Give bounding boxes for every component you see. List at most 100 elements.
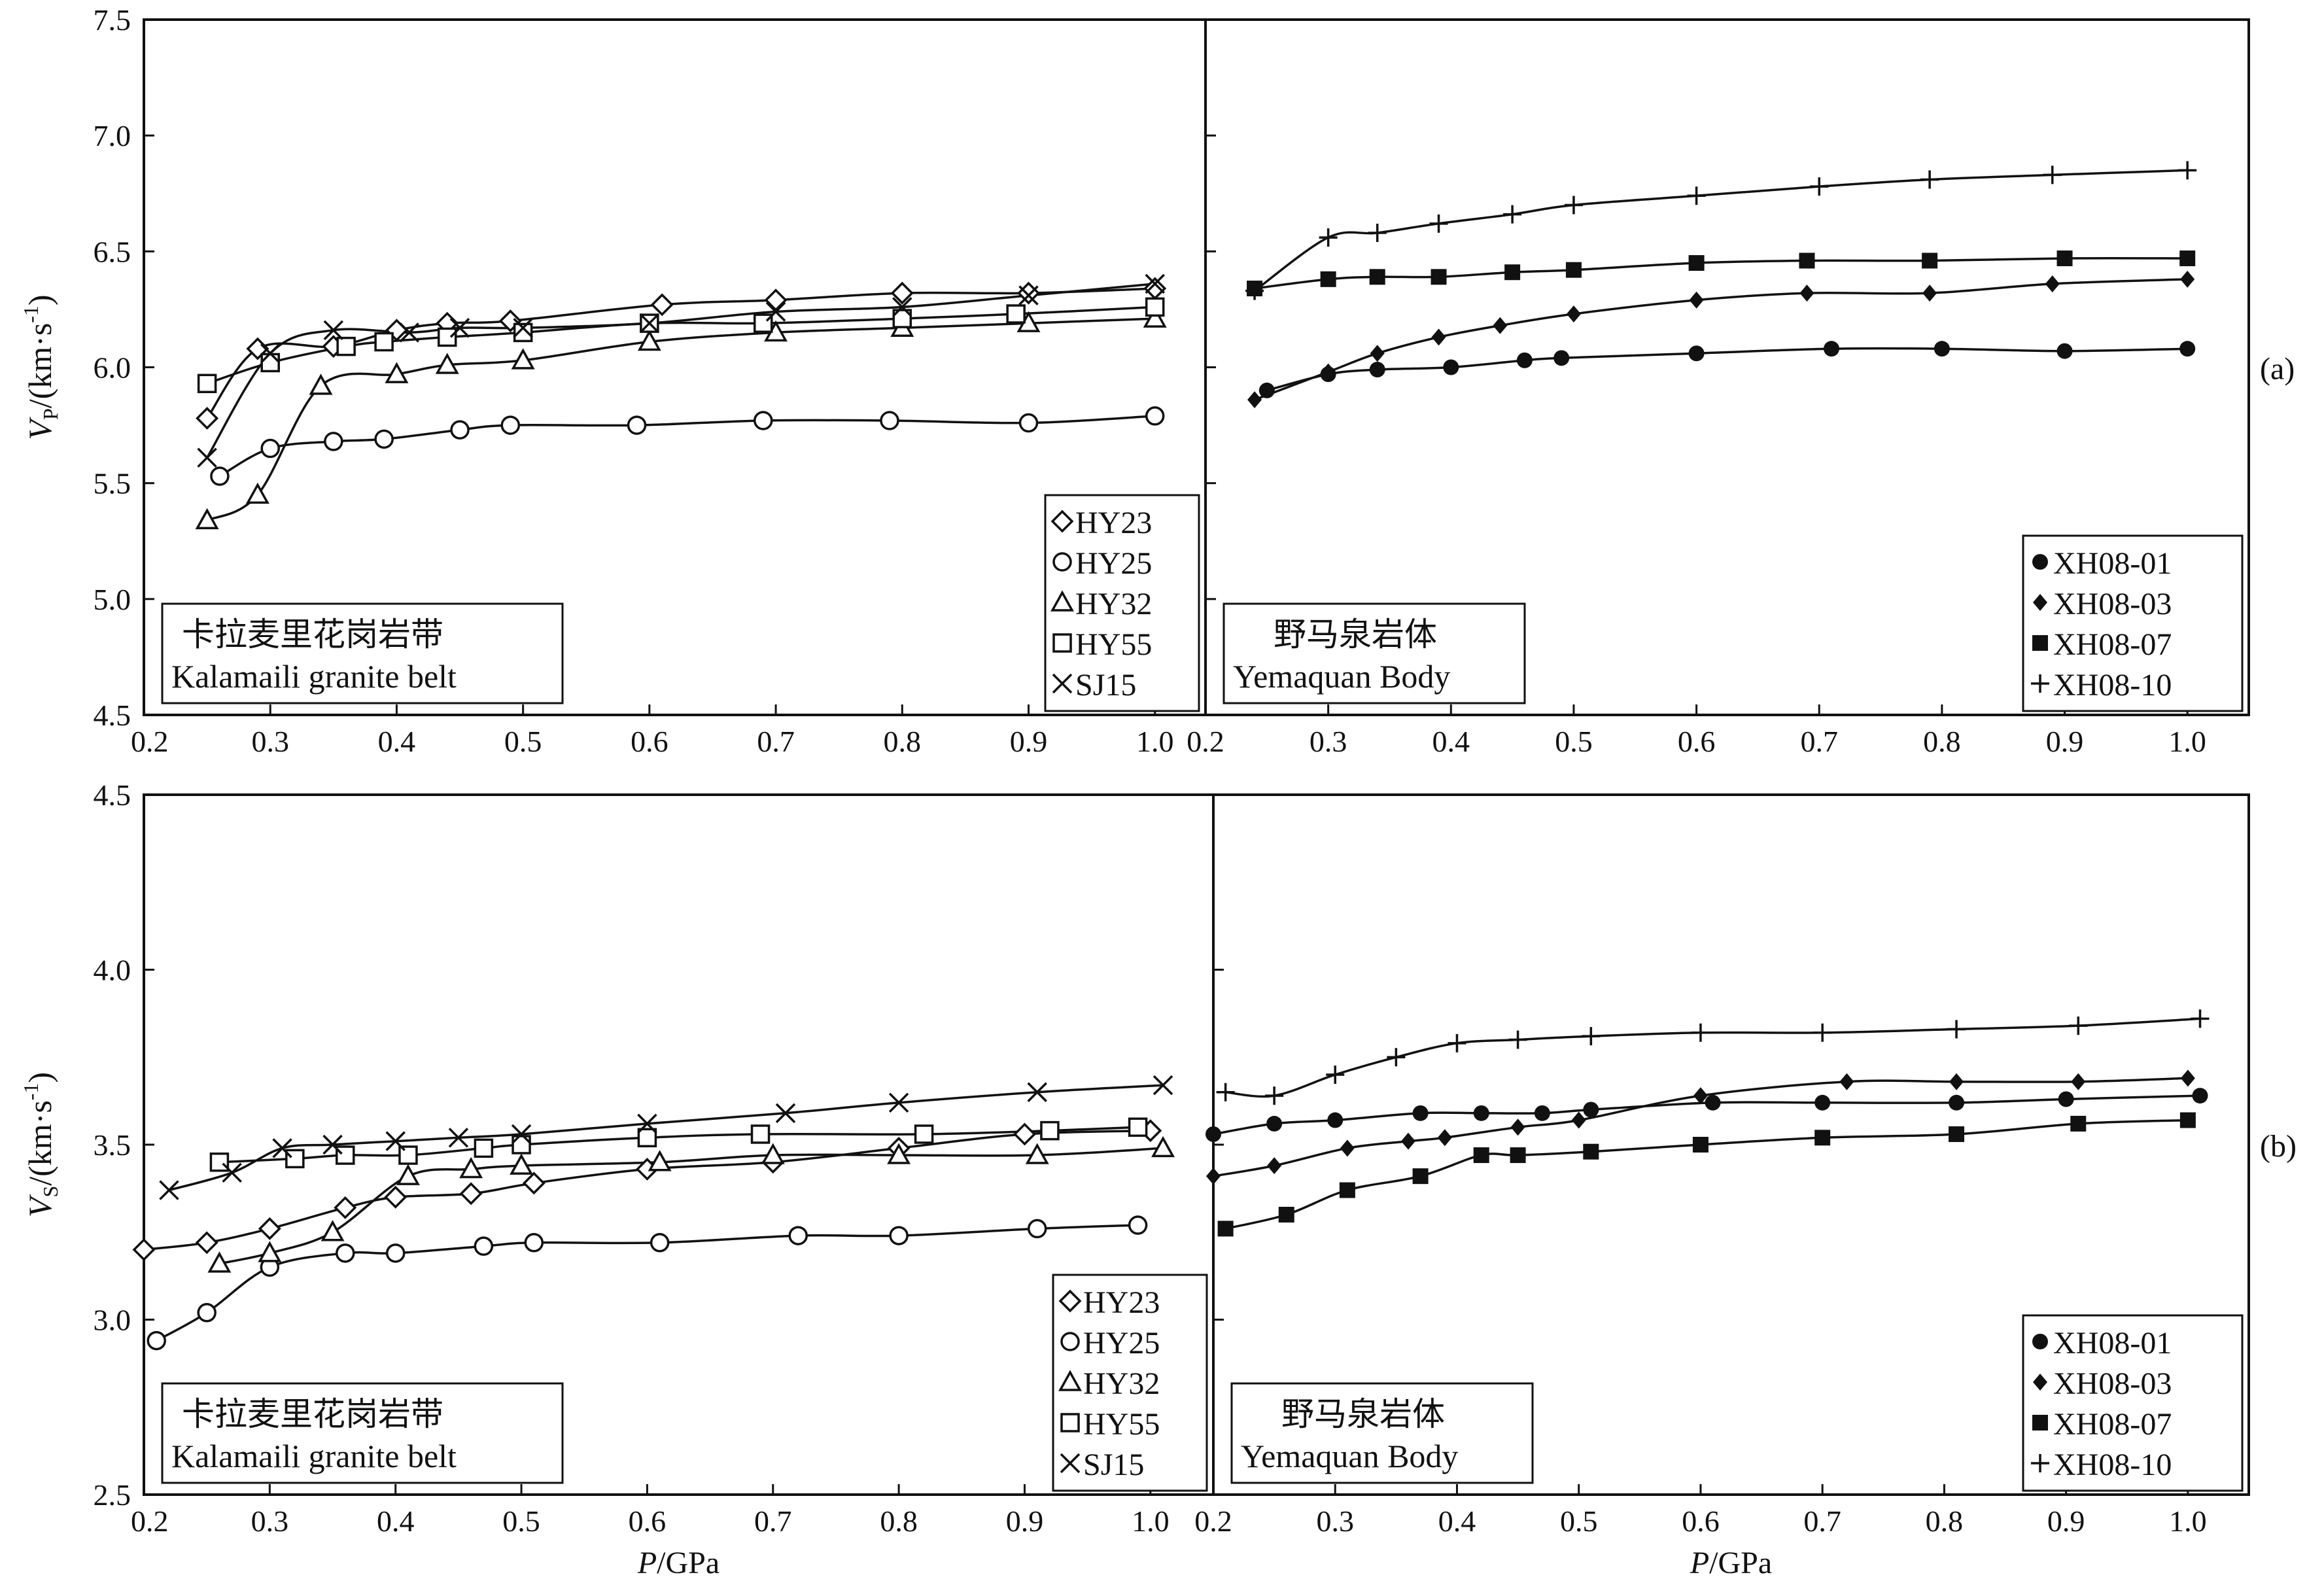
data-point-HY55	[374, 332, 394, 352]
data-point-HY32	[510, 1153, 534, 1175]
y-tick-label: 2.5	[94, 1478, 131, 1512]
x-tick-label: 0.5	[1560, 1504, 1598, 1538]
y-tick-label: 4.5	[94, 778, 131, 812]
data-point-HY55	[197, 373, 217, 394]
legend-marker-XH08-10	[2031, 1454, 2049, 1472]
data-point-SJ15	[1027, 1082, 1047, 1102]
data-point-XH08-07	[1922, 252, 1938, 269]
data-point-XH08-01	[1258, 382, 1275, 398]
data-point-HY23	[196, 406, 219, 430]
legend-label: XH08-07	[2053, 1407, 2172, 1442]
data-point-XH08-03	[1400, 1132, 1415, 1150]
series-markers-HY25	[147, 1215, 1148, 1351]
y-tick-label: 4.5	[94, 699, 131, 732]
series-markers-XH08-10	[1245, 161, 2197, 300]
plot-frame	[1204, 18, 2250, 716]
data-point-SJ15	[639, 313, 660, 334]
y-tick-label: 7.5	[94, 3, 131, 37]
data-point-XH08-10	[1429, 214, 1448, 233]
series-markers-HY32	[207, 1136, 1175, 1273]
series-markers-HY25	[210, 406, 1165, 486]
legend-box	[2022, 1314, 2244, 1492]
data-point-XH08-03	[1267, 1157, 1282, 1175]
data-point-HY32	[459, 1156, 483, 1179]
legend-marker-HY55	[1060, 1413, 1080, 1432]
series-markers-XH08-03	[1247, 270, 2195, 409]
data-point-XH08-10	[2191, 1009, 2210, 1028]
data-point-SJ15	[1145, 273, 1165, 294]
legend: XH08-01 XH08-03 XH08-07 XH08-10	[2022, 534, 2244, 712]
data-point-HY55	[474, 1138, 494, 1158]
data-point-XH08-01	[1814, 1094, 1831, 1111]
data-point-SJ15	[449, 318, 470, 338]
data-point-SJ15	[159, 1180, 179, 1200]
legend: HY23 HY25 HY32 HY55 SJ15	[1044, 494, 1200, 712]
series-markers-XH08-01	[1206, 1088, 2208, 1142]
region-label-box	[1230, 1382, 1534, 1484]
data-point-XH08-03	[2180, 1069, 2195, 1087]
data-point-HY25	[197, 1303, 217, 1323]
region-label-cn: 卡拉麦里花岗岩带	[182, 616, 443, 653]
legend: XH08-01 XH08-03 XH08-07 XH08-10	[2022, 1314, 2244, 1492]
data-point-HY55	[285, 1149, 305, 1169]
x-tick-label: 0.6	[1682, 1504, 1720, 1538]
data-point-HY25	[627, 415, 647, 435]
legend-marker-HY25	[1052, 552, 1072, 572]
panel-label: (a)	[2260, 352, 2295, 387]
data-point-SJ15	[385, 1131, 406, 1151]
data-point-XH08-10	[1245, 281, 1264, 300]
x-axis-title: P/GPa	[637, 1546, 720, 1580]
data-point-HY25	[385, 1243, 406, 1263]
data-point-HY32	[1143, 306, 1167, 328]
data-point-SJ15	[765, 302, 786, 322]
data-point-SJ15	[222, 1162, 242, 1183]
series-line-XH08-03	[1254, 278, 2188, 401]
data-point-XH08-10	[1813, 1023, 1832, 1042]
legend-label: XH08-07	[2053, 627, 2172, 662]
series-line-XH08-10	[1254, 169, 2188, 292]
data-point-HY23	[258, 1217, 281, 1240]
plot-frame	[1212, 793, 2250, 1496]
panel-b: 2.53.03.54.04.5VS/(km·s-1)(b)0.2 0.3 0.4 0.…	[19, 778, 2297, 1580]
data-point-HY25	[754, 411, 773, 430]
legend-marker-HY23	[1058, 1289, 1082, 1313]
data-point-XH08-03	[1571, 1111, 1586, 1129]
data-point-XH08-10	[1582, 1027, 1601, 1046]
legend-label: HY32	[1083, 1366, 1160, 1401]
data-point-XH08-07	[1688, 255, 1705, 271]
legend-marker-HY32	[1058, 1370, 1082, 1391]
data-point-HY32	[245, 482, 269, 504]
legend-label: XH08-03	[2053, 587, 2172, 621]
data-point-HY32	[887, 1143, 911, 1164]
legend-label: XH08-10	[2053, 668, 2172, 703]
data-point-HY55	[260, 353, 280, 373]
legend-marker-XH08-03	[2033, 1374, 2047, 1391]
legend-marker-XH08-01	[2032, 1334, 2048, 1349]
legend-label: SJ15	[1083, 1448, 1144, 1482]
legend: HY23 HY25 HY32 HY55 SJ15	[1052, 1274, 1208, 1492]
legend-box	[2022, 534, 2244, 712]
legend-marker-XH08-07	[2032, 635, 2048, 651]
data-point-XH08-03	[1566, 305, 1581, 323]
data-point-HY25	[788, 1226, 808, 1245]
data-point-XH08-03	[1247, 391, 1262, 409]
data-point-HY23	[459, 1182, 483, 1206]
data-point-XH08-07	[1510, 1147, 1526, 1164]
data-point-SJ15	[513, 318, 533, 338]
panel-label: (b)	[2260, 1129, 2297, 1164]
data-point-HY25	[880, 411, 899, 430]
data-point-SJ15	[322, 1134, 343, 1155]
data-point-HY25	[474, 1236, 494, 1256]
data-point-XH08-10	[1216, 1083, 1235, 1102]
x-tick-label: 1.0	[2168, 725, 2206, 758]
data-point-HY25	[1027, 1219, 1047, 1239]
data-point-XH08-10	[1687, 186, 1706, 205]
data-point-XH08-10	[1387, 1048, 1406, 1067]
x-tick-label: 0.7	[1803, 1504, 1841, 1538]
x-tick-label: 0.5	[504, 725, 542, 758]
region-label: 野马泉岩体 Yemaquan Body	[1230, 1382, 1534, 1484]
data-point-XH08-10	[1920, 170, 1939, 189]
y-tick-label: 3.0	[94, 1304, 131, 1337]
data-point-SJ15	[399, 322, 419, 343]
data-point-HY32	[321, 1220, 345, 1241]
